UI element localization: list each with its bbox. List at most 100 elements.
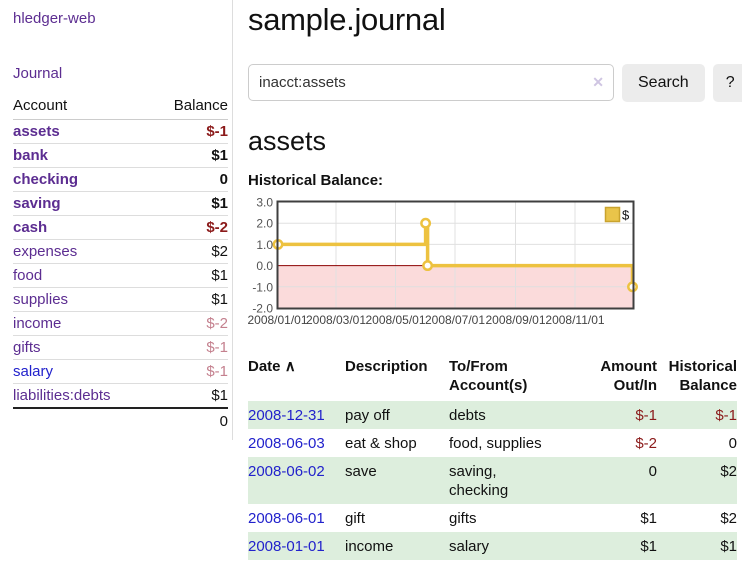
transaction-date-link[interactable]: 2008-12-31	[248, 407, 325, 424]
svg-text:2.0: 2.0	[256, 217, 273, 231]
search-form: ✕ Search ?	[248, 64, 742, 102]
account-balance: $-1	[151, 335, 228, 360]
account-link-income[interactable]: income	[13, 315, 62, 332]
page-title: sample.journal	[248, 2, 446, 37]
transaction-amount: 0	[648, 463, 657, 480]
svg-text:0.0: 0.0	[256, 259, 273, 273]
register-table: Date ∧ Description To/From Account(s) Am…	[248, 354, 737, 560]
accounts-header-balance: Balance	[151, 95, 228, 120]
transaction-date-link[interactable]: 2008-01-01	[248, 538, 325, 555]
account-row-supplies: supplies $1	[13, 287, 228, 312]
account-row-assets: assets $-1	[13, 120, 228, 144]
transaction-description: pay off	[345, 407, 390, 424]
svg-text:3.0: 3.0	[256, 196, 273, 210]
transaction-date-link[interactable]: 2008-06-03	[248, 435, 325, 452]
account-link-food[interactable]: food	[13, 267, 43, 284]
account-balance: $-1	[151, 359, 228, 384]
account-link-checking[interactable]: checking	[13, 171, 79, 188]
account-balance: $2	[151, 239, 228, 264]
search-button[interactable]: Search	[622, 64, 705, 102]
account-link-saving[interactable]: saving	[13, 195, 61, 212]
account-row-expenses: expenses $2	[13, 239, 228, 264]
help-button[interactable]: ?	[712, 64, 742, 102]
account-link-assets[interactable]: assets	[13, 123, 60, 140]
clear-search-icon[interactable]: ✕	[592, 74, 604, 90]
accounts-header-account: Account	[13, 95, 152, 120]
search-input[interactable]	[248, 64, 614, 101]
accounts-total-row: 0	[13, 407, 228, 433]
sidebar: hledger-web Journal Account Balance asse…	[0, 0, 233, 560]
transaction-account: saving, checking	[449, 457, 579, 504]
x-axis-labels: 2008/01/01 2008/03/01 2008/05/01 2008/07…	[247, 313, 604, 327]
main-content: sample.journal ✕ Search ? assets Histori…	[233, 0, 742, 560]
account-row-cash: cash $-2	[13, 215, 228, 240]
register-header-description: Description	[345, 358, 428, 375]
account-balance: $-2	[151, 311, 228, 336]
account-link-bank[interactable]: bank	[13, 147, 49, 164]
account-link-gifts[interactable]: gifts	[13, 339, 41, 356]
register-header-date[interactable]: Date ∧	[248, 354, 345, 401]
register-header-row: Date ∧ Description To/From Account(s) Am…	[248, 354, 737, 401]
transaction-account: debts	[449, 407, 486, 424]
sidebar-item-journal[interactable]: Journal	[13, 65, 63, 82]
account-balance: $1	[151, 143, 228, 168]
transaction-account: salary	[449, 538, 490, 555]
register-row: 2008-12-31 pay off debts $-1 $-1	[248, 401, 737, 429]
account-balance: $1	[151, 287, 228, 312]
transaction-amount: $1	[640, 538, 657, 555]
brand-link[interactable]: hledger-web	[13, 10, 96, 27]
account-balance: $-2	[151, 215, 228, 240]
register-header-balance: Historical Balance	[668, 358, 737, 394]
sidebar-divider	[232, 0, 233, 440]
account-row-checking: checking 0	[13, 167, 228, 192]
account-row-gifts: gifts $-1	[13, 335, 228, 360]
y-axis-labels: 3.0 2.0 1.0 0.0 -1.0 -2.0	[252, 196, 273, 316]
transaction-amount: $1	[640, 510, 657, 527]
register-row: 2008-06-01 gift gifts $1 $2	[248, 504, 737, 532]
transaction-amount: $-1	[635, 407, 657, 424]
register-row: 2008-06-02 save saving, checking 0 $2	[248, 457, 737, 504]
account-row-income: income $-2	[13, 311, 228, 336]
historical-balance-chart: $ 3.0 2.0 1.0 0.0 -1.0 -2.0 2008/01/01 2…	[247, 196, 638, 327]
sort-ascending-icon: ∧	[284, 358, 296, 375]
account-link-salary[interactable]: salary	[13, 363, 54, 380]
search-box: ✕	[248, 64, 614, 102]
account-row-liabilities-debts: liabilities:debts $1	[13, 383, 228, 408]
svg-text:2008/09/01: 2008/09/01	[485, 313, 545, 327]
svg-text:-2.0: -2.0	[252, 302, 273, 316]
account-row-salary: salary $-1	[13, 359, 228, 384]
transaction-balance: $1	[720, 538, 737, 555]
date-header-label: Date	[248, 358, 281, 375]
data-point-2008-06-01	[420, 217, 432, 229]
data-point-markers	[272, 217, 638, 293]
account-heading: assets	[248, 126, 327, 156]
transaction-account: gifts	[449, 510, 477, 527]
account-link-supplies[interactable]: supplies	[13, 291, 69, 308]
hledger-web-page: hledger-web Journal Account Balance asse…	[0, 0, 742, 560]
transaction-description: income	[345, 538, 394, 555]
svg-text:2008/11/01: 2008/11/01	[545, 313, 604, 327]
register-header-amount: Amount Out/In	[600, 358, 657, 394]
transaction-account: food, supplies	[449, 435, 542, 452]
account-link-cash[interactable]: cash	[13, 219, 48, 236]
transaction-description: eat & shop	[345, 435, 417, 452]
register-header-account: To/From Account(s)	[449, 358, 528, 394]
transaction-description: save	[345, 463, 377, 480]
transaction-date-link[interactable]: 2008-06-01	[248, 510, 325, 527]
transaction-amount: $-2	[635, 435, 657, 452]
svg-text:1.0: 1.0	[256, 238, 273, 252]
svg-text:-1.0: -1.0	[252, 280, 273, 294]
transaction-date-link[interactable]: 2008-06-02	[248, 463, 325, 480]
plot-border	[276, 200, 635, 310]
svg-text:2008/05/01: 2008/05/01	[365, 313, 425, 327]
account-row-bank: bank $1	[13, 143, 228, 168]
chart-legend: $	[604, 206, 630, 223]
data-point-2008-06-03	[422, 260, 434, 272]
account-link-expenses[interactable]: expenses	[13, 243, 78, 260]
transaction-balance: $2	[720, 463, 737, 480]
account-balance: $1	[151, 191, 228, 216]
account-balance: $1	[151, 263, 228, 288]
transaction-account-line2: checking	[449, 482, 509, 499]
account-balance: $1	[151, 383, 228, 408]
account-link-liabilities-debts[interactable]: liabilities:debts	[13, 387, 111, 404]
